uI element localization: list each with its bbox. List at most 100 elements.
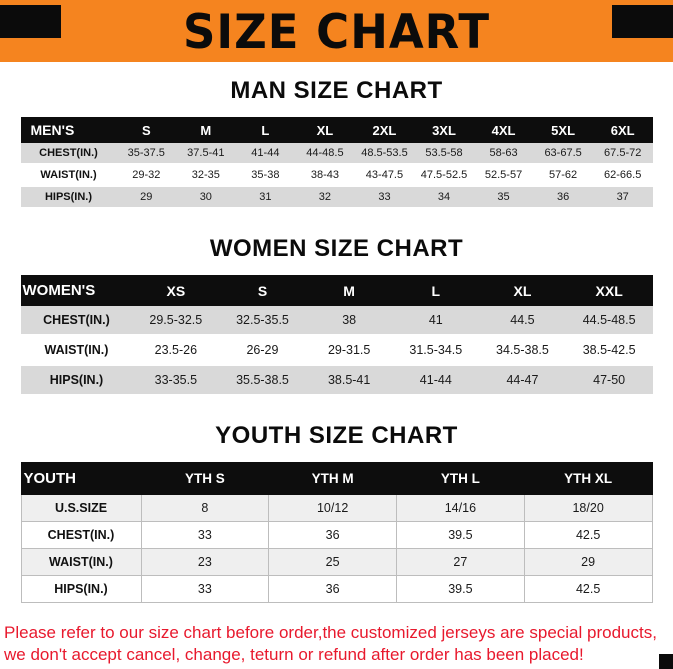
- row-label: WAIST(IN.): [40, 169, 97, 181]
- section-men: MAN SIZE CHART MEN'S S M L XL 2XL 3XL 4XL 5XL 6XL C…: [0, 77, 673, 209]
- header-row: WOMEN'S XS S M L XL XXL: [20, 275, 653, 306]
- size-value: 35: [497, 191, 510, 203]
- size-value: 44-48.5: [306, 147, 344, 159]
- row-label: WAIST(IN.): [20, 548, 142, 576]
- size-value: 39.5: [396, 521, 525, 549]
- column-header: S: [219, 275, 306, 306]
- youth-size-table: YOUTH YTH S YTH M YTH L YTH XL U.S.SIZE 8 10/12…: [20, 462, 653, 603]
- size-value: 47.5-52.5: [420, 169, 468, 181]
- corner-block-right: [612, 5, 673, 38]
- size-value: 25: [268, 548, 397, 576]
- row-label: U.S.SIZE: [20, 494, 142, 522]
- size-value: 42.5: [523, 575, 653, 603]
- table-row: CHEST(IN.) 35-37.5 37.5-41 41-44 44-48.5 48.5…: [20, 143, 653, 164]
- column-header: XXL: [565, 275, 653, 306]
- table-title-cell: YOUTH: [20, 462, 142, 495]
- table-row: WAIST(IN.) 23.5-26 26-29 29-31.5 31.5-34.5 34…: [20, 335, 653, 365]
- size-value: 29: [140, 191, 153, 203]
- column-header: S: [116, 117, 177, 143]
- size-value: 8: [140, 494, 270, 522]
- size-value: 44-47: [506, 373, 539, 387]
- table-row: HIPS(IN.) 33-35.5 35.5-38.5 38.5-41 41-44 44-…: [20, 365, 653, 395]
- size-value: 43-47.5: [365, 169, 404, 181]
- section-heading-youth: YOUTH SIZE CHART: [215, 422, 458, 449]
- table-row: CHEST(IN.) 33 36 39.5 42.5: [20, 521, 653, 549]
- size-value: 34.5-38.5: [496, 343, 549, 357]
- size-value: 33-35.5: [154, 373, 198, 387]
- header-row: YOUTH YTH S YTH M YTH L YTH XL: [20, 462, 653, 495]
- size-value: 41-44: [251, 147, 280, 159]
- size-value: 38: [342, 313, 357, 327]
- size-value: 57-62: [549, 169, 578, 181]
- column-header: 2XL: [354, 117, 415, 143]
- size-value: 29-31.5: [327, 343, 371, 357]
- size-value: 35-38: [251, 169, 280, 181]
- section-women: WOMEN SIZE CHART WOMEN'S XS S M L XL XXL CHEST(I…: [0, 235, 673, 396]
- size-value: 37: [616, 191, 629, 203]
- section-youth: YOUTH SIZE CHART YOUTH YTH S YTH M YTH L YTH …: [0, 422, 673, 603]
- column-header: 4XL: [473, 117, 534, 143]
- size-value: 34: [437, 191, 451, 203]
- size-value: 38.5-42.5: [582, 343, 636, 357]
- column-header: YTH M: [268, 462, 397, 495]
- column-header: M: [176, 117, 236, 143]
- size-value: 10/12: [268, 494, 397, 522]
- size-value: 67.5-72: [604, 147, 642, 159]
- size-value: 38.5-41: [327, 373, 371, 387]
- men-size-table: MEN'S S M L XL 2XL 3XL 4XL 5XL 6XL CHEST(IN.) 35-37…: [20, 117, 653, 209]
- corner-block-left: [0, 5, 61, 38]
- size-value: 23.5-26: [154, 343, 198, 357]
- column-header: XS: [132, 275, 220, 306]
- size-value: 42.5: [523, 521, 653, 549]
- size-value: 29-32: [132, 169, 161, 181]
- size-value: 29: [523, 548, 653, 576]
- row-label: HIPS(IN.): [20, 575, 142, 603]
- size-value: 32.5-35.5: [236, 313, 289, 327]
- size-value: 53.5-58: [425, 147, 463, 159]
- banner: SIZE CHART: [0, 0, 673, 62]
- table-row: HIPS(IN.) 33 36 39.5 42.5: [20, 575, 653, 603]
- footer-line: we don't accept cancel, change, teturn o…: [4, 644, 584, 664]
- page-title: SIZE CHART: [182, 3, 491, 59]
- size-value: 35.5-38.5: [236, 373, 289, 387]
- column-header: XL: [295, 117, 355, 143]
- size-value: 38-43: [310, 169, 339, 181]
- size-value: 41-44: [419, 373, 452, 387]
- column-header: XL: [479, 275, 566, 306]
- row-label: WAIST(IN.): [44, 343, 109, 357]
- size-value: 14/16: [396, 494, 525, 522]
- size-value: 44.5-48.5: [582, 313, 636, 327]
- size-value: 29.5-32.5: [149, 313, 203, 327]
- column-header: 3XL: [414, 117, 474, 143]
- row-label: CHEST(IN.): [39, 147, 98, 159]
- size-value: 30: [199, 191, 212, 203]
- size-value: 31: [259, 191, 272, 203]
- table-row: HIPS(IN.) 29 30 31 32 33 34 35 36 37: [20, 186, 653, 208]
- column-header: 5XL: [533, 117, 593, 143]
- size-value: 32-35: [191, 169, 220, 181]
- size-value: 32: [318, 191, 332, 203]
- size-value: 44.5: [510, 313, 535, 327]
- size-value: 18/20: [523, 494, 653, 522]
- table-row: WAIST(IN.) 29-32 32-35 35-38 38-43 43-47.5 47.…: [20, 164, 653, 186]
- size-value: 41: [428, 313, 443, 327]
- size-value: 47-50: [593, 373, 626, 387]
- size-value: 36: [556, 191, 570, 203]
- row-label: HIPS(IN.): [49, 373, 104, 387]
- size-value: 62-66.5: [604, 169, 642, 181]
- column-header: L: [392, 275, 480, 306]
- section-heading-men: MAN SIZE CHART: [230, 77, 443, 104]
- table-title-cell: WOMEN'S: [20, 275, 133, 306]
- column-header: YTH L: [396, 462, 525, 495]
- size-value: 35-37.5: [127, 147, 165, 159]
- footer-line: Please refer to our size chart before or…: [4, 622, 657, 642]
- size-value: 33: [140, 521, 270, 549]
- size-value: 27: [396, 548, 525, 576]
- sections: MAN SIZE CHART MEN'S S M L XL 2XL 3XL 4XL 5XL 6XL C…: [0, 77, 673, 603]
- column-header: 6XL: [592, 117, 653, 143]
- table-row: U.S.SIZE 8 10/12 14/16 18/20: [20, 494, 653, 522]
- corner-block-bottom-right: [659, 654, 673, 669]
- size-value: 63-67.5: [544, 147, 582, 159]
- size-value: 48.5-53.5: [361, 147, 408, 159]
- size-value: 33: [140, 575, 270, 603]
